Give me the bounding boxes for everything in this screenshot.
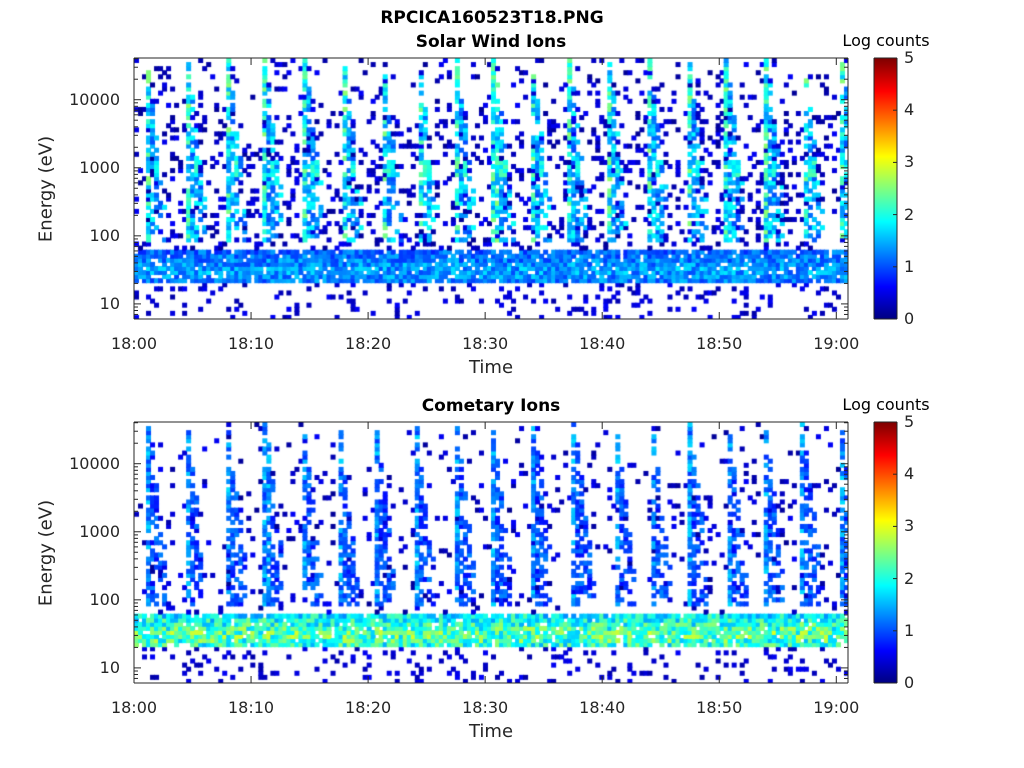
x-axis-label: Time [468, 357, 514, 378]
colorbar-tick-label: 4 [904, 100, 915, 120]
x-tick-label: 19:00 [813, 698, 860, 717]
y-tick-label: 100 [89, 225, 120, 245]
colorbar-tick-label: 0 [904, 309, 915, 328]
x-tick-label: 18:00 [110, 698, 158, 717]
figure-title: RPCICA160523T18.PNG [380, 8, 604, 28]
x-tick-label: 18:00 [110, 334, 158, 353]
x-tick-label: 18:30 [462, 698, 509, 717]
y-tick-label: 1000 [79, 521, 120, 541]
x-tick-label: 18:10 [227, 698, 275, 717]
x-tick-label: 19:00 [813, 334, 860, 353]
solar-wind-ions-spectrogram [134, 58, 848, 319]
x-tick-label: 18:20 [345, 334, 392, 353]
colorbar-tick-label: 3 [904, 516, 915, 536]
x-axis-label: Time [468, 721, 514, 742]
colorbar-tick-label: 5 [904, 48, 915, 67]
y-tick-label: 10 [99, 657, 120, 677]
cometary-ions-spectrogram [134, 422, 848, 683]
colorbar [874, 58, 897, 319]
colorbar-tick-label: 5 [904, 412, 915, 431]
colorbar-label: Log counts [842, 31, 930, 50]
y-tick-label: 10000 [69, 89, 120, 109]
y-tick-label: 100 [89, 589, 120, 609]
panel-title: Solar Wind Ions [415, 32, 567, 52]
x-tick-label: 18:10 [227, 334, 275, 353]
colorbar-tick-label: 0 [904, 673, 915, 692]
panel-title: Cometary Ions [421, 396, 561, 416]
x-tick-label: 18:20 [345, 698, 392, 717]
colorbar [874, 422, 897, 683]
x-tick-label: 18:50 [696, 698, 743, 717]
colorbar-tick-label: 2 [904, 204, 915, 224]
y-tick-label: 10000 [69, 453, 120, 473]
x-tick-label: 18:40 [579, 698, 626, 717]
colorbar-tick-label: 4 [904, 464, 915, 484]
y-tick-label: 10 [99, 293, 120, 313]
x-tick-label: 18:30 [462, 334, 509, 353]
x-tick-label: 18:40 [579, 334, 626, 353]
colorbar-tick-label: 1 [904, 620, 915, 640]
y-tick-label: 1000 [79, 157, 120, 177]
colorbar-tick-label: 3 [904, 152, 915, 172]
colorbar-label: Log counts [842, 395, 930, 414]
x-tick-label: 18:50 [696, 334, 743, 353]
colorbar-tick-label: 1 [904, 256, 915, 276]
colorbar-tick-label: 2 [904, 568, 915, 588]
